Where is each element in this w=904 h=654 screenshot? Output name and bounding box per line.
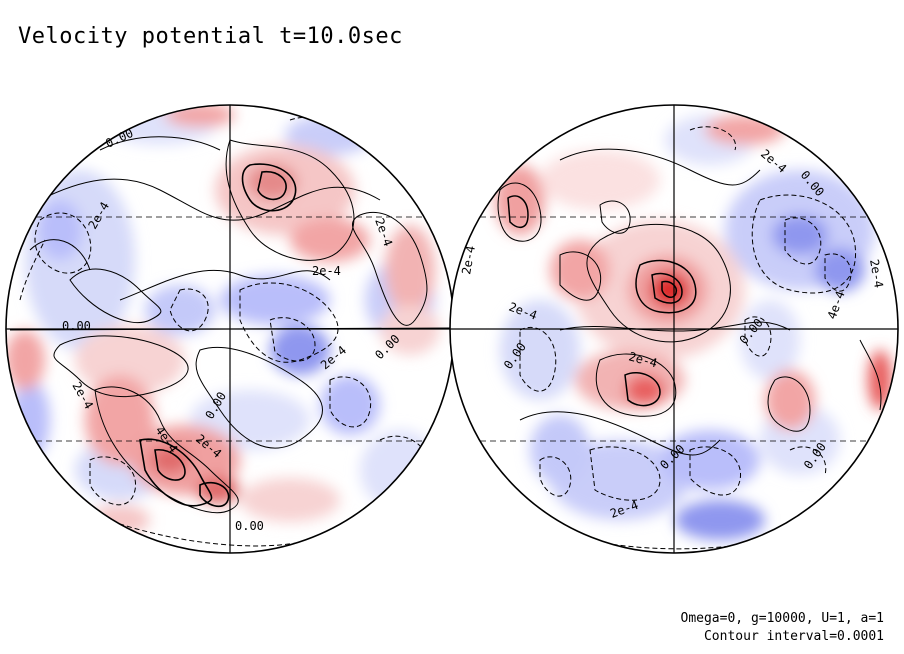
contour-label: 2e-4 <box>312 264 341 278</box>
plot-footer: Omega=0, g=10000, U=1, a=1 Contour inter… <box>681 610 885 646</box>
contour-interval-text: Contour interval=0.0001 <box>703 629 884 644</box>
right-grid <box>450 105 898 553</box>
contour-label: 0.00 <box>62 319 91 333</box>
figure-title: Velocity potential t=10.0sec <box>18 24 403 49</box>
left-hemisphere: 0.00 2e-4 0.00 2e-4 0.00 2e-4 0.00 2e-4 … <box>5 104 455 554</box>
parameters-text: Omega=0, g=10000, U=1, a=1 <box>680 611 885 626</box>
contour-label: 2e-4 <box>867 258 886 289</box>
right-color-field <box>495 115 892 540</box>
contour-label: 0.00 <box>235 519 264 533</box>
right-hemisphere: 2e-4 0.00 2e-4 0.00 2e-4 0.00 2e-4 0.00 … <box>449 104 899 554</box>
left-grid <box>6 105 454 553</box>
right-contours <box>497 148 882 456</box>
contour-label: 2e-4 <box>459 245 478 276</box>
